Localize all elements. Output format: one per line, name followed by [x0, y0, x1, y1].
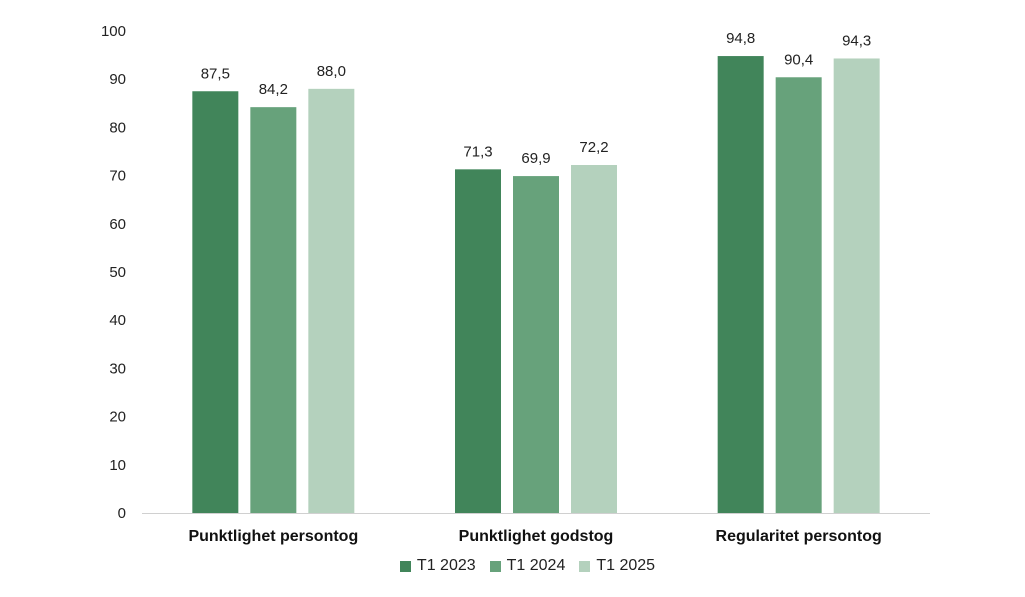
- legend-label: T1 2023: [416, 557, 476, 574]
- data-label: 87,5: [201, 65, 230, 82]
- y-tick-label: 90: [109, 71, 126, 88]
- bar: [513, 176, 559, 513]
- bar: [455, 169, 501, 514]
- x-category-label: Punktlighet persontog: [188, 528, 358, 545]
- legend-label: T1 2024: [506, 557, 566, 574]
- x-axis: Punktlighet persontog Punktlighet godstog…: [188, 528, 881, 545]
- y-tick-label: 0: [118, 505, 126, 522]
- data-label: 88,0: [317, 63, 346, 80]
- data-label: 90,4: [784, 51, 813, 68]
- x-category-label: Punktlighet godstog: [459, 528, 614, 545]
- data-label: 84,2: [259, 81, 288, 98]
- bar: [717, 56, 764, 514]
- legend-swatch: [489, 560, 501, 572]
- data-label: 94,3: [842, 32, 871, 49]
- y-tick-label: 30: [109, 360, 126, 377]
- legend-item: T1 2024: [489, 557, 566, 575]
- legend: T1 2023 T1 2024 T1 2025: [0, 557, 1025, 575]
- data-label: 69,9: [521, 150, 550, 167]
- y-tick-label: 40: [109, 312, 126, 329]
- y-tick-label: 50: [109, 264, 126, 281]
- legend-item: T1 2025: [579, 557, 655, 575]
- y-tick-label: 20: [109, 409, 126, 426]
- data-labels-group: 87,5 84,2 88,0 71,3 69,9 72,2 94,8 90,4 94,3: [201, 30, 872, 167]
- data-label: 72,2: [579, 139, 608, 156]
- legend-swatch: [579, 560, 591, 572]
- bar: [775, 77, 822, 513]
- legend-item: T1 2023: [399, 557, 476, 575]
- bar: [833, 58, 880, 513]
- bar: [571, 164, 617, 513]
- legend-swatch: [399, 560, 411, 572]
- data-label: 71,3: [463, 143, 492, 160]
- y-tick-label: 60: [109, 216, 126, 233]
- bars-group: [192, 56, 880, 514]
- bar: [192, 91, 239, 513]
- y-tick-label: 100: [101, 23, 126, 40]
- x-category-label: Regularitet persontog: [716, 528, 882, 545]
- y-tick-label: 70: [109, 168, 126, 185]
- y-tick-label: 80: [109, 119, 126, 136]
- bar: [308, 88, 355, 513]
- y-tick-label: 10: [109, 457, 126, 474]
- y-axis: 0 10 20 30 40 50 60 70 80 90 100: [101, 23, 126, 522]
- data-label: 94,8: [726, 30, 755, 47]
- bar: [250, 107, 297, 513]
- legend-label: T1 2025: [596, 557, 656, 574]
